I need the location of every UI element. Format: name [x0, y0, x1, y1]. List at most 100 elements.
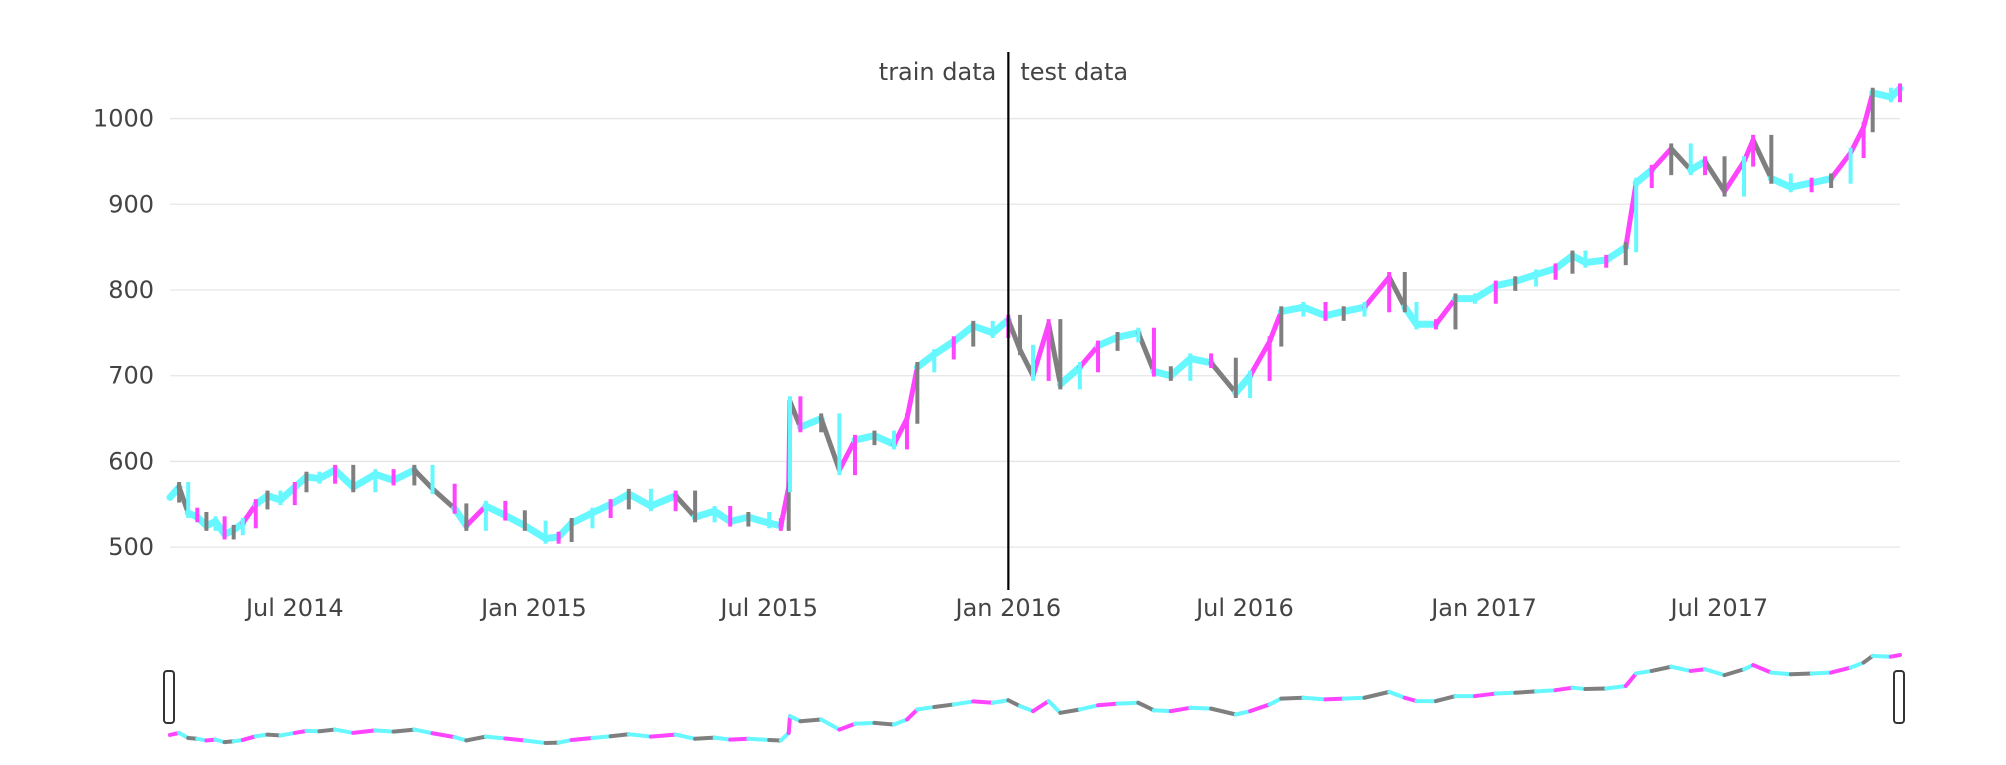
slider-segment-99 — [1812, 673, 1831, 674]
price-segment-92 — [1691, 161, 1705, 170]
price-segment-42 — [800, 419, 821, 428]
plot-area[interactable] — [170, 83, 1900, 543]
x-tick-label-jul-2017: Jul 2017 — [1668, 594, 1768, 622]
price-segment-22 — [466, 506, 485, 526]
slider-segment-15 — [335, 730, 353, 733]
slider-segment-19 — [414, 730, 432, 734]
slider-segment-93 — [1705, 669, 1724, 675]
price-segment-96 — [1753, 140, 1771, 179]
price-segment-64 — [1171, 359, 1190, 376]
slider-segment-62 — [1138, 703, 1154, 711]
slider-segment-97 — [1771, 673, 1790, 675]
price-segment-75 — [1389, 277, 1405, 307]
slider-segment-35 — [715, 738, 731, 740]
slider-segment-74 — [1364, 692, 1389, 698]
price-segment-56 — [1033, 324, 1049, 375]
slider-segment-94 — [1725, 669, 1744, 675]
slider-segment-78 — [1436, 696, 1455, 701]
slider-segment-90 — [1652, 667, 1671, 671]
slider-segment-31 — [629, 734, 651, 736]
x-tick-label-jul-2014: Jul 2014 — [244, 594, 344, 622]
slider-segment-11 — [280, 733, 294, 736]
price-segment-73 — [1344, 307, 1365, 311]
slider-segment-44 — [839, 724, 855, 730]
y-tick-label-500: 500 — [108, 533, 154, 561]
price-segment-74 — [1364, 277, 1389, 307]
range-slider-right-handle[interactable] — [1894, 671, 1904, 723]
slider-segment-72 — [1325, 699, 1343, 700]
slider-segment-40 — [789, 716, 790, 733]
slider-segment-51 — [954, 701, 973, 704]
y-tick-label-600: 600 — [108, 447, 154, 475]
x-tick-label-jul-2015: Jul 2015 — [718, 594, 818, 622]
slider-segment-60 — [1098, 704, 1117, 706]
slider-segment-33 — [676, 735, 695, 739]
slider-segment-24 — [505, 738, 524, 740]
slider-segment-91 — [1671, 667, 1690, 671]
price-segment-78 — [1436, 299, 1455, 325]
slider-segment-46 — [874, 723, 893, 725]
slider-segment-104 — [1891, 655, 1900, 657]
slider-segment-29 — [592, 736, 610, 738]
price-segment-31 — [629, 494, 651, 506]
slider-segment-70 — [1281, 698, 1303, 699]
range-slider-left-handle[interactable] — [164, 671, 174, 723]
slider-segment-75 — [1389, 692, 1405, 698]
price-segment-18 — [394, 470, 415, 480]
slider-segment-83 — [1536, 690, 1555, 691]
price-segment-20 — [433, 489, 455, 509]
slider-segment-53 — [993, 700, 1009, 703]
price-segment-59 — [1080, 346, 1098, 367]
slider-segment-18 — [394, 730, 415, 732]
x-tick-label-jan-2016: Jan 2016 — [954, 594, 1062, 622]
train-data-label: train data — [879, 58, 997, 86]
price-segment-19 — [414, 470, 432, 489]
price-segment-15 — [335, 470, 353, 487]
slider-segment-87 — [1606, 686, 1625, 689]
range-slider-preview — [170, 655, 1900, 743]
price-segment-68 — [1250, 341, 1269, 375]
slider-segment-36 — [730, 739, 748, 740]
range-slider[interactable] — [164, 655, 1904, 743]
slider-segment-30 — [611, 734, 629, 736]
slider-segment-45 — [855, 723, 874, 724]
slider-segment-59 — [1080, 705, 1098, 709]
slider-segment-63 — [1154, 710, 1171, 711]
price-segment-94 — [1725, 161, 1744, 191]
slider-segment-50 — [934, 704, 953, 707]
slider-segment-55 — [1020, 706, 1033, 711]
slider-segment-84 — [1556, 688, 1573, 691]
x-tick-label-jan-2015: Jan 2015 — [479, 594, 587, 622]
slider-segment-17 — [375, 730, 393, 731]
slider-segment-49 — [917, 707, 934, 710]
slider-segment-25 — [525, 740, 546, 743]
slider-segment-98 — [1791, 673, 1812, 674]
slider-segment-96 — [1753, 665, 1771, 673]
price-segment-100 — [1831, 153, 1850, 179]
price-segment-16 — [353, 474, 375, 487]
slider-segment-103 — [1873, 656, 1891, 657]
slider-segment-14 — [319, 730, 335, 732]
slider-segment-20 — [433, 733, 455, 737]
slider-segment-88 — [1626, 673, 1636, 686]
slider-segment-66 — [1211, 709, 1236, 715]
price-segment-71 — [1303, 307, 1325, 316]
price-segment-91 — [1671, 149, 1690, 170]
slider-segment-82 — [1515, 691, 1536, 692]
price-segment-93 — [1705, 161, 1724, 191]
slider-segment-65 — [1190, 708, 1211, 709]
slider-segment-34 — [695, 738, 714, 739]
test-data-label: test data — [1020, 58, 1128, 86]
price-segment-99 — [1812, 179, 1831, 183]
slider-segment-80 — [1475, 694, 1496, 697]
price-segment-61 — [1118, 333, 1139, 337]
slider-segment-37 — [748, 739, 769, 740]
slider-segment-68 — [1250, 704, 1269, 711]
price-segment-89 — [1636, 170, 1652, 183]
slider-segment-71 — [1303, 698, 1325, 700]
price-segment-51 — [954, 326, 973, 341]
